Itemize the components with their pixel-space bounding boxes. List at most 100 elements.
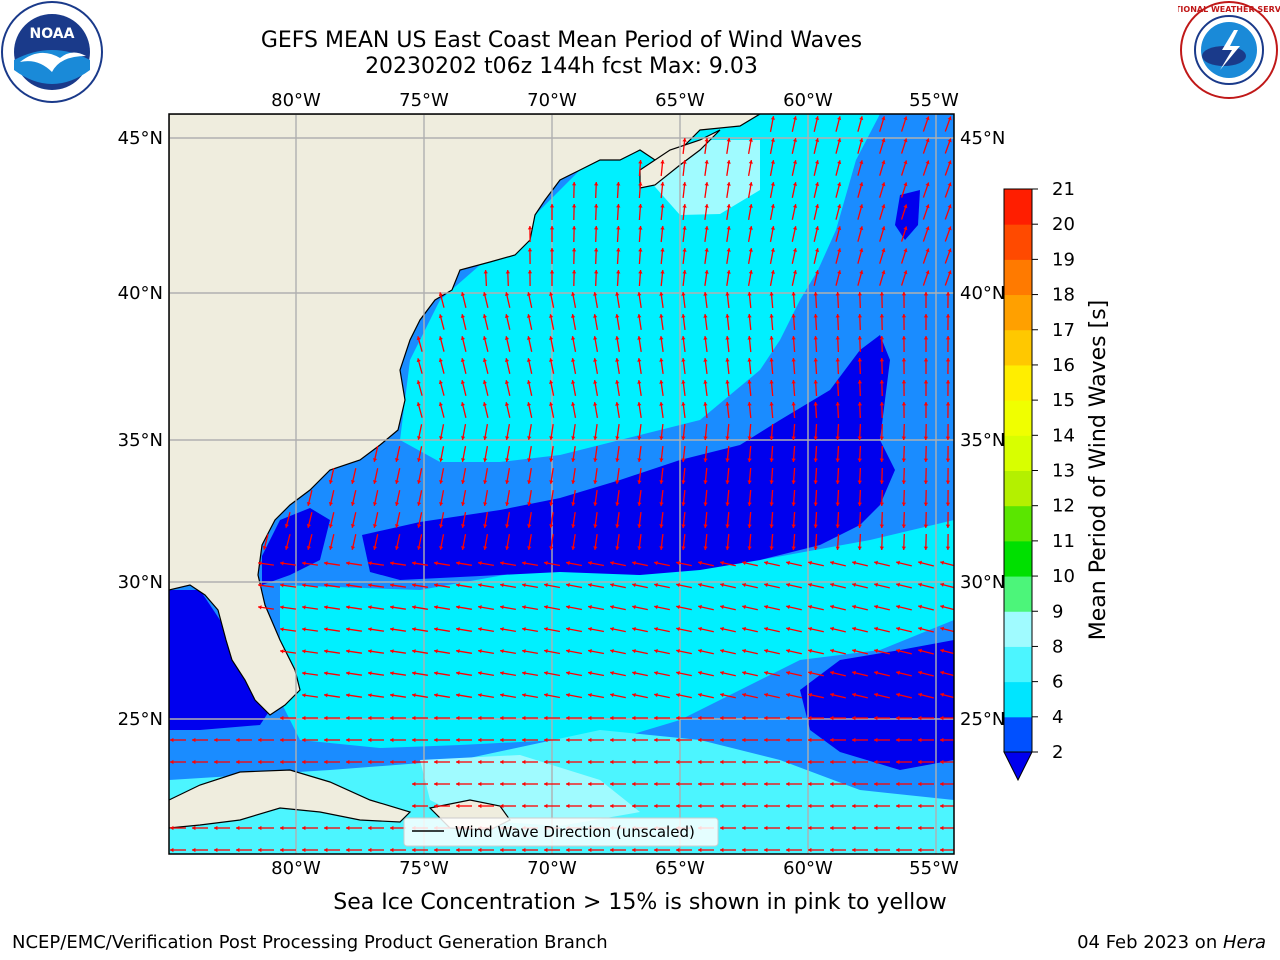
- wind-wave-arrowhead: [527, 226, 533, 230]
- wind-wave-arrowhead: [456, 583, 460, 588]
- wind-wave-arrowhead: [748, 138, 753, 142]
- wind-wave-arrowhead: [945, 402, 951, 406]
- wind-wave-arrowhead: [764, 604, 768, 610]
- wind-wave-arrowhead: [940, 582, 945, 587]
- wind-wave-arrowhead: [615, 402, 620, 406]
- wind-wave-arrowhead: [901, 292, 907, 296]
- wind-wave-arrowhead: [769, 402, 774, 406]
- wind-wave-arrowhead: [280, 737, 284, 743]
- wind-wave-arrowhead: [859, 116, 864, 121]
- wind-wave-arrowhead: [417, 502, 422, 506]
- wind-wave-arrowhead: [835, 480, 840, 484]
- wind-wave-arrowhead: [857, 314, 862, 318]
- wind-wave-arrowhead: [764, 825, 768, 831]
- wind-wave-arrowhead: [704, 226, 709, 230]
- wind-wave-arrowhead: [588, 737, 592, 743]
- wind-wave-arrowhead: [857, 436, 862, 440]
- wind-wave-arrowhead: [726, 204, 731, 208]
- wind-wave-arrowhead: [632, 759, 636, 765]
- wind-wave-arrowhead: [830, 582, 834, 587]
- wind-wave-arrowhead: [720, 781, 724, 787]
- wind-wave-arrowhead: [859, 204, 864, 209]
- wind-wave-arrowhead: [918, 692, 922, 697]
- land-north-america: [169, 114, 762, 716]
- wind-wave-arrowhead: [394, 502, 400, 506]
- lat-label-right: 30°N: [960, 572, 1005, 593]
- wind-wave-arrowhead: [593, 358, 598, 362]
- wind-wave-arrowhead: [815, 182, 820, 186]
- wind-wave-arrowhead: [698, 604, 702, 610]
- wind-wave-arrowhead: [925, 138, 930, 143]
- wind-wave-arrowhead: [835, 524, 840, 528]
- wind-wave-arrowhead: [214, 847, 218, 853]
- wind-wave-arrowhead: [324, 847, 328, 853]
- wind-wave-arrowhead: [483, 502, 488, 506]
- wind-wave-arrowhead: [368, 693, 372, 698]
- wind-wave-arrowhead: [262, 545, 267, 550]
- wind-wave-arrowhead: [676, 737, 680, 743]
- wind-wave-arrowhead: [903, 116, 908, 121]
- wind-wave-arrowhead: [654, 627, 658, 632]
- wind-wave-arrowhead: [940, 560, 945, 565]
- wind-wave-arrowhead: [615, 314, 620, 318]
- wind-wave-arrowhead: [526, 314, 532, 318]
- wind-wave-arrowhead: [945, 314, 951, 318]
- wind-wave-arrowhead: [505, 270, 510, 274]
- wind-wave-arrowhead: [637, 380, 642, 384]
- wind-wave-arrowhead: [681, 336, 686, 340]
- wind-wave-arrowhead: [434, 583, 438, 588]
- wind-wave-arrowhead: [742, 692, 746, 698]
- wind-wave-arrowhead: [682, 270, 687, 274]
- wind-wave-arrowhead: [940, 604, 945, 609]
- colorbar-segment: [1004, 716, 1032, 753]
- wind-wave-arrowhead: [654, 715, 658, 721]
- wind-wave-arrowhead: [302, 671, 306, 676]
- wind-wave-arrowhead: [923, 380, 929, 384]
- wind-wave-arrowhead: [881, 204, 886, 209]
- wind-wave-arrowhead: [438, 336, 443, 341]
- wind-wave-arrowhead: [632, 605, 636, 610]
- wind-wave-arrowhead: [786, 692, 790, 698]
- wind-wave-arrowhead: [302, 737, 306, 743]
- wind-wave-arrowhead: [258, 825, 262, 831]
- wind-wave-arrowhead: [610, 715, 614, 721]
- wind-wave-arrowhead: [726, 182, 731, 186]
- wind-wave-arrowhead: [368, 737, 372, 743]
- wind-wave-arrowhead: [879, 292, 884, 296]
- wind-wave-arrowhead: [901, 502, 906, 506]
- wind-wave-arrowhead: [522, 693, 526, 698]
- wind-wave-arrowhead: [504, 380, 510, 384]
- wind-wave-arrowhead: [879, 480, 884, 484]
- wind-wave-arrowhead: [412, 605, 416, 610]
- wind-wave-arrowhead: [742, 604, 746, 610]
- wind-wave-arrowhead: [416, 358, 421, 363]
- wind-wave-arrowhead: [808, 737, 812, 743]
- wind-wave-arrowhead: [478, 759, 482, 765]
- wind-wave-arrowhead: [372, 480, 378, 484]
- wind-wave-arrowhead: [726, 270, 731, 274]
- wind-wave-arrowhead: [571, 358, 576, 362]
- wind-wave-arrowhead: [747, 358, 752, 362]
- wind-wave-arrowhead: [368, 561, 372, 566]
- wind-wave-arrowhead: [720, 803, 724, 809]
- wind-wave-arrowhead: [306, 524, 311, 528]
- wind-wave-arrowhead: [350, 524, 356, 528]
- wind-wave-arrowhead: [549, 336, 554, 340]
- lat-label-left: 25°N: [118, 709, 163, 730]
- wind-wave-arrowhead: [742, 781, 746, 787]
- wind-wave-arrowhead: [527, 546, 532, 550]
- wind-wave-arrowhead: [280, 715, 284, 721]
- wind-wave-arrowhead: [615, 524, 620, 528]
- wind-wave-arrowhead: [478, 627, 482, 632]
- wind-wave-arrowhead: [544, 781, 548, 787]
- wind-wave-arrowhead: [704, 248, 709, 252]
- wind-wave-arrowhead: [815, 226, 820, 230]
- wind-wave-arrowhead: [372, 502, 378, 506]
- wind-wave-arrowhead: [808, 781, 812, 787]
- lat-label-right: 25°N: [960, 709, 1005, 730]
- wind-wave-arrowhead: [874, 847, 878, 853]
- wind-wave-arrowhead: [859, 226, 864, 231]
- wind-wave-arrowhead: [903, 204, 908, 209]
- wind-wave-arrowhead: [346, 737, 350, 743]
- wind-wave-arrowhead: [769, 458, 774, 462]
